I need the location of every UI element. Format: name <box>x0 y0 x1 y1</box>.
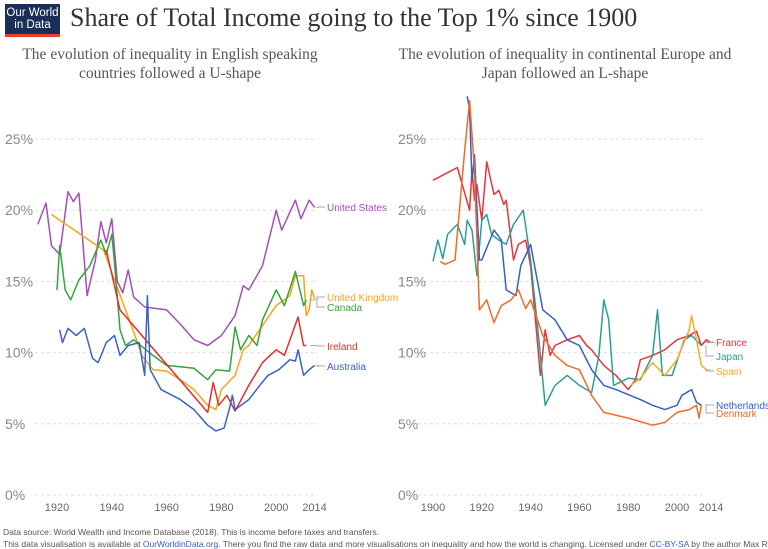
footer-text: . There you find the raw data and more v… <box>218 539 650 549</box>
y-tick-label: 0% <box>398 487 418 503</box>
series-line-united-kingdom <box>51 213 316 411</box>
x-tick-label: 1920 <box>45 502 69 514</box>
series-line-australia <box>58 294 316 432</box>
x-tick-label: 1980 <box>209 502 233 514</box>
x-tick-label: 1900 <box>421 502 445 514</box>
series-label: Ireland <box>327 342 358 353</box>
series-label: United States <box>327 203 387 214</box>
x-tick-label: 1940 <box>100 502 124 514</box>
series-label: Australia <box>327 362 366 373</box>
x-tick-label: 1920 <box>470 502 494 514</box>
label-connector <box>316 296 325 299</box>
owid-link[interactable]: OurWorldinData.org <box>142 539 219 549</box>
x-tick-label: 1940 <box>518 502 542 514</box>
page-title: Share of Total Income going to the Top 1… <box>70 3 638 32</box>
series-line-denmark <box>439 99 703 426</box>
series-label: Denmark <box>716 409 758 420</box>
y-tick-label: 10% <box>398 345 426 361</box>
series-label: Japan <box>716 352 743 363</box>
footer-text: This data visualisation is available at <box>3 539 143 549</box>
series-line-united-states <box>37 190 316 347</box>
y-tick-label: 25% <box>398 131 426 147</box>
y-tick-label: 10% <box>5 345 33 361</box>
owid-logo: Our World in Data <box>5 4 60 37</box>
chart-0: 0% 5% 10% 15% 20% 25% 1920 1940 1960 1980 2000 2014… <box>5 131 398 514</box>
x-tick-label: 1960 <box>154 502 178 514</box>
footer-source: Data source: World Wealth and Income Dat… <box>3 527 380 537</box>
series-line-netherlands <box>466 96 702 411</box>
license-link[interactable]: CC-BY-SA <box>649 539 689 549</box>
x-tick-label: 2000 <box>665 502 689 514</box>
y-tick-label: 20% <box>398 202 426 218</box>
right-chart-subtitle: The evolution of inequality in continent… <box>398 46 732 82</box>
label-connector <box>705 341 716 344</box>
y-tick-label: 0% <box>5 487 25 503</box>
logo-line-1: Our World <box>6 7 59 19</box>
footer-license: This data visualisation is available at … <box>3 539 768 549</box>
series-label: United Kingdom <box>327 293 398 304</box>
label-connector <box>705 404 714 414</box>
label-connector <box>310 299 325 308</box>
x-tick-label: 1980 <box>616 502 640 514</box>
label-connector <box>705 344 714 357</box>
label-connector <box>310 344 325 347</box>
x-tick-label: 1960 <box>567 502 591 514</box>
logo-line-2: in Data <box>14 19 51 31</box>
y-tick-label: 15% <box>5 273 33 289</box>
x-tick-label: 2014 <box>699 502 723 514</box>
series-label: Netherlands <box>716 401 768 412</box>
series-line-ireland <box>105 249 307 414</box>
series-label: France <box>716 338 748 349</box>
label-connector <box>316 364 325 367</box>
label-connector <box>705 369 714 372</box>
x-tick-label: 2014 <box>302 502 326 514</box>
series-line-japan <box>432 209 702 407</box>
y-tick-label: 15% <box>398 273 426 289</box>
y-tick-label: 5% <box>5 416 25 432</box>
series-label: Spain <box>716 367 742 378</box>
x-tick-label: 2000 <box>264 502 288 514</box>
series-label: Canada <box>327 303 362 314</box>
chart-1: 0% 5% 10% 15% 20% 25% 1900 1920 1940 1960 1980 2000… <box>398 96 768 514</box>
y-tick-label: 20% <box>5 202 33 218</box>
series-line-canada <box>56 233 307 381</box>
left-chart-subtitle: The evolution of inequality in English s… <box>22 46 318 82</box>
y-tick-label: 5% <box>398 416 418 432</box>
series-line-spain <box>630 314 707 387</box>
y-tick-label: 25% <box>5 131 33 147</box>
footer-text: by the author Max Roser. <box>691 539 768 549</box>
